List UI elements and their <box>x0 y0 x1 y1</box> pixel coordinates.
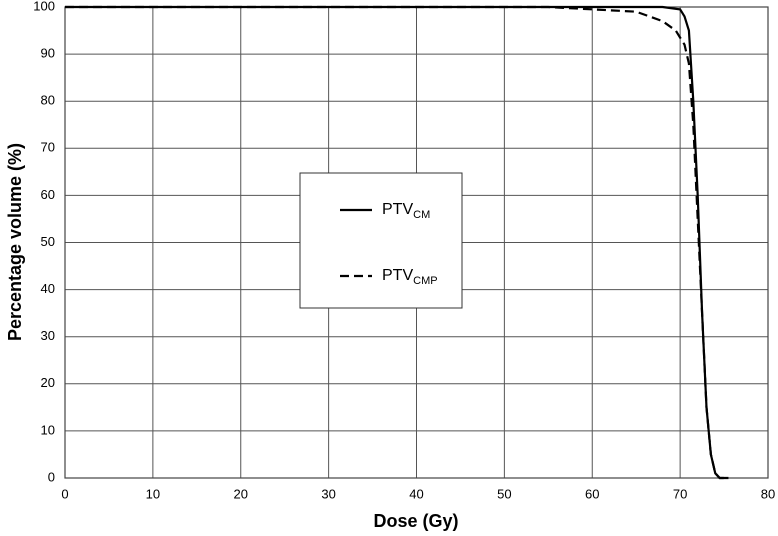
series-line <box>65 5 725 480</box>
y-tick-label: 80 <box>41 93 55 108</box>
x-tick-label: 30 <box>321 486 335 501</box>
y-tick-label: 100 <box>33 0 55 13</box>
y-axis-title: Percentage volume (%) <box>5 143 25 341</box>
legend-box <box>299 172 463 309</box>
x-tick-label: 20 <box>234 486 248 501</box>
x-tick-label: 60 <box>585 486 599 501</box>
y-tick-label: 70 <box>41 140 55 155</box>
legend: PTVCM PTVCMP <box>299 172 463 309</box>
y-tick-label: 20 <box>41 375 55 390</box>
y-tick-label: 0 <box>48 469 55 484</box>
x-tick-label: 70 <box>673 486 687 501</box>
y-tick-label: 60 <box>41 187 55 202</box>
y-tick-label: 90 <box>41 46 55 61</box>
x-axis-title: Dose (Gy) <box>373 511 458 531</box>
y-tick-label: 50 <box>41 234 55 249</box>
legend-label: PTVCM <box>382 201 430 221</box>
y-tick-label: 30 <box>41 328 55 343</box>
x-tick-label: 50 <box>497 486 511 501</box>
x-tick-label: 40 <box>409 486 423 501</box>
y-tick-label: 10 <box>41 422 55 437</box>
legend-label: PTVCMP <box>382 267 438 287</box>
x-tick-label: 0 <box>61 486 68 501</box>
x-tick-label: 80 <box>761 486 775 501</box>
y-tick-label: 40 <box>41 281 55 296</box>
x-tick-label: 10 <box>146 486 160 501</box>
